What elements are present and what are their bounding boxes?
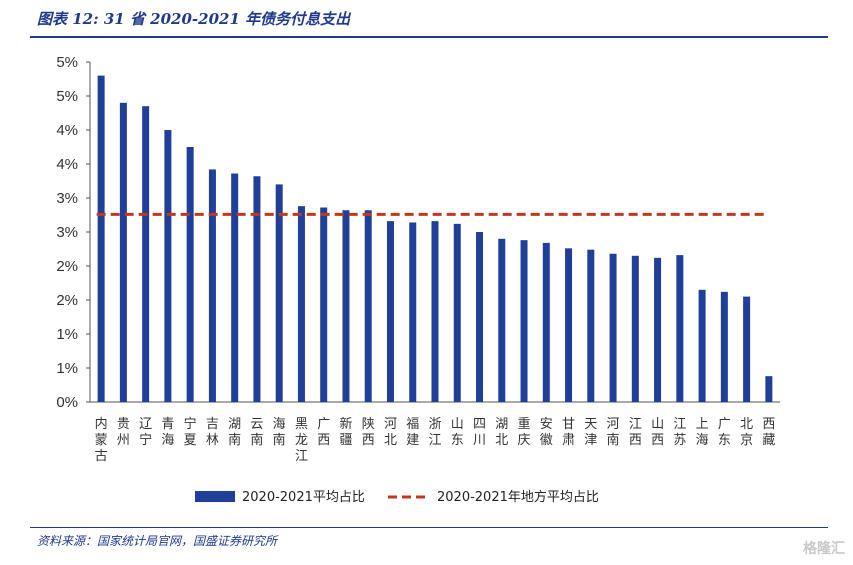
y-tick-label: 5% (56, 88, 78, 105)
x-category-label: 山西 (651, 417, 664, 448)
legend-bar-label: 2020-2021平均占比 (242, 490, 365, 505)
x-category-label: 重庆 (518, 416, 531, 448)
x-category-label: 西藏 (762, 417, 775, 448)
x-category-label: 四川 (473, 417, 486, 448)
x-category-label: 湖北 (495, 417, 508, 448)
bar (498, 238, 506, 402)
x-category-label: 辽宁 (139, 417, 152, 448)
y-tick-label: 4% (56, 156, 78, 173)
bar (253, 176, 261, 402)
bar (609, 253, 617, 402)
bar (208, 169, 216, 402)
bar (142, 106, 150, 402)
bar (409, 222, 417, 402)
x-category-label: 海南 (273, 417, 286, 448)
watermark-logo: 格隆汇 (803, 541, 845, 557)
x-category-label: 贵州 (117, 417, 130, 448)
y-tick-label: 3% (56, 224, 78, 241)
bar (676, 255, 684, 402)
x-category-label: 北京 (740, 417, 753, 448)
y-tick-label: 5% (56, 54, 78, 71)
legend-bar-swatch (195, 491, 235, 502)
y-tick-label: 4% (56, 122, 78, 139)
footer-divider (30, 527, 828, 528)
bar (386, 221, 394, 402)
bar-chart: 0% 1% 1% 2% 2% 3% 3% 4% 4% 5% 5% 内蒙古贵州辽宁青海宁夏吉林湖南云南… (56, 54, 780, 505)
x-category-label: 湖南 (228, 417, 241, 448)
bar (320, 207, 328, 402)
bar (97, 75, 105, 402)
bar (453, 223, 461, 402)
y-tick-label: 2% (56, 258, 78, 275)
x-category-label: 陕西 (362, 417, 375, 448)
x-category-label: 上海 (696, 417, 709, 448)
bar (119, 102, 127, 403)
x-category-label: 江苏 (673, 417, 686, 448)
bar (631, 255, 639, 402)
x-category-label: 福建 (406, 417, 419, 448)
bar (431, 221, 439, 402)
bar (342, 210, 350, 402)
bar (542, 242, 550, 402)
x-category-label: 河北 (384, 417, 397, 448)
bar (587, 249, 595, 402)
chart-legend: 2020-2021平均占比 2020-2021年地方平均占比 (195, 489, 599, 505)
x-category-label: 宁夏 (184, 416, 197, 448)
source-note: 资料来源：国家统计局官网，国盛证券研究所 (37, 534, 278, 548)
x-category-label: 浙江 (428, 417, 441, 448)
y-tick-label: 3% (56, 190, 78, 207)
x-category-label: 广西 (317, 417, 330, 448)
bar (231, 173, 239, 402)
y-tick-label: 1% (56, 326, 78, 343)
bar (275, 184, 283, 402)
x-category-label: 河南 (607, 417, 620, 448)
x-category-label: 新疆 (339, 416, 352, 448)
bar (364, 210, 372, 402)
x-category-label: 吉林 (206, 417, 219, 448)
bar (743, 296, 751, 402)
bar (654, 257, 662, 402)
bar (698, 289, 706, 402)
bar-series (97, 75, 773, 403)
x-category-label: 内蒙古 (95, 416, 108, 464)
x-category-label: 天津 (584, 417, 597, 448)
chart-title: 图表 12: 31 省 2020-2021 年债务付息支出 (37, 10, 351, 28)
x-category-label: 江西 (629, 417, 642, 448)
legend-line-label: 2020-2021年地方平均占比 (437, 489, 599, 505)
y-tick-label: 1% (56, 360, 78, 377)
title-divider (30, 36, 828, 38)
x-category-label: 山东 (451, 417, 464, 448)
x-category-label: 安徽 (540, 417, 553, 448)
y-tick-label: 2% (56, 292, 78, 309)
x-category-label: 甘肃 (562, 417, 575, 448)
bar (565, 248, 573, 402)
x-category-label: 青海 (161, 417, 174, 448)
y-tick-label: 0% (56, 394, 78, 411)
bar (186, 147, 194, 402)
bar (476, 232, 484, 402)
bar (164, 130, 172, 402)
bar (765, 376, 773, 402)
x-category-label: 广东 (718, 417, 731, 448)
x-category-labels: 内蒙古贵州辽宁青海宁夏吉林湖南云南海南黑龙江广西新疆陕西河北福建浙江山东四川湖北… (95, 416, 776, 464)
y-tick-labels: 0% 1% 1% 2% 2% 3% 3% 4% 4% 5% 5% (56, 54, 78, 411)
bar (520, 240, 528, 402)
bar (720, 291, 728, 402)
bar (297, 206, 305, 402)
x-category-label: 云南 (250, 417, 263, 448)
x-category-label: 黑龙江 (295, 417, 308, 464)
